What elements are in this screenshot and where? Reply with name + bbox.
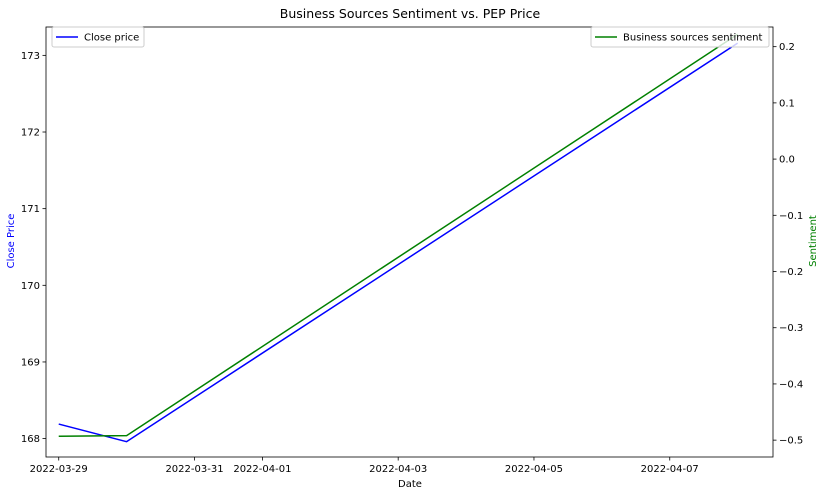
right-tick-label-1: −0.4 [779, 379, 803, 390]
left-axis-label: Close Price [6, 214, 17, 269]
series-line-sentiment [58, 33, 739, 437]
right-tick-label-7: 0.2 [779, 42, 795, 53]
series-line-close-price [58, 42, 739, 443]
left-tick-label-4: 172 [21, 128, 40, 139]
legend-close-box [51, 26, 145, 48]
right-tick-label-2: −0.3 [779, 323, 803, 334]
right-tick-label-6: 0.1 [779, 98, 795, 109]
right-tick-label-4: −0.1 [779, 211, 803, 222]
plot-frame [45, 26, 774, 458]
x-tick-label-2: 2022-04-01 [233, 464, 291, 475]
right-tick-label-0: −0.5 [779, 436, 803, 447]
x-axis-label: Date [398, 479, 422, 490]
plot-area: 2022-03-29 2022-03-31 2022-04-01 2022-04-03… [21, 26, 803, 475]
right-tick-label-5: 0.0 [779, 155, 795, 166]
legend-sentiment: Business sources sentiment [590, 26, 770, 48]
x-tick-label-1: 2022-03-31 [165, 464, 223, 475]
legend-close-price: Close price [51, 26, 145, 48]
right-tick-label-3: −0.2 [779, 267, 803, 278]
x-tick-label-0: 2022-03-29 [30, 464, 88, 475]
legend-close-label: Close price [84, 33, 139, 44]
x-tick-label-4: 2022-04-05 [505, 464, 563, 475]
legend-sentiment-label: Business sources sentiment [623, 33, 763, 44]
x-tick-label-3: 2022-04-03 [369, 464, 427, 475]
left-tick-label-5: 173 [21, 51, 40, 62]
left-tick-label-2: 170 [21, 281, 40, 292]
right-axis-label: Sentiment [808, 215, 819, 267]
left-tick-label-0: 168 [21, 434, 40, 445]
x-tick-label-5: 2022-04-07 [641, 464, 699, 475]
left-tick-label-1: 169 [21, 357, 40, 368]
left-tick-label-3: 171 [21, 204, 40, 215]
chart-title: Business Sources Sentiment vs. PEP Price [280, 6, 541, 21]
legend-sentiment-box [590, 26, 770, 48]
